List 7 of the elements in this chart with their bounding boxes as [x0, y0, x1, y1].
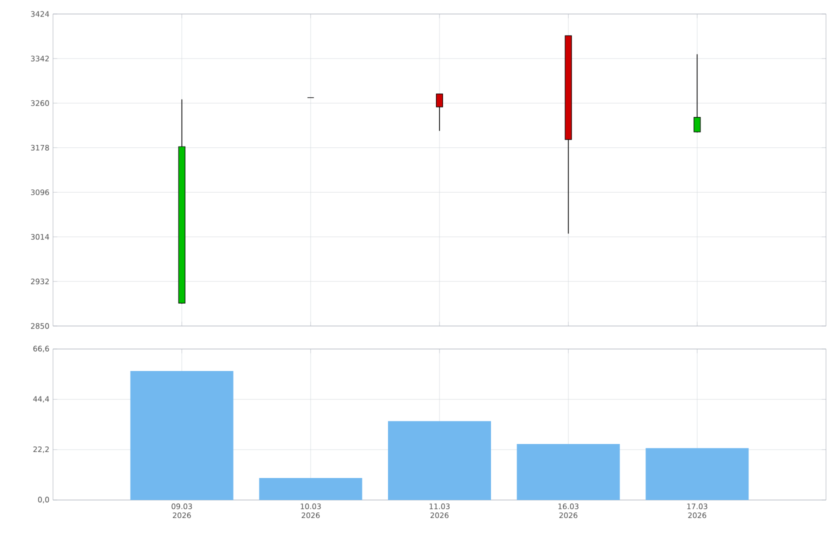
bar	[646, 448, 749, 500]
bar	[516, 444, 620, 500]
bar	[259, 478, 362, 500]
bar	[388, 421, 491, 500]
bar	[130, 370, 234, 500]
candlestick	[436, 94, 444, 132]
candlestick	[694, 54, 701, 133]
